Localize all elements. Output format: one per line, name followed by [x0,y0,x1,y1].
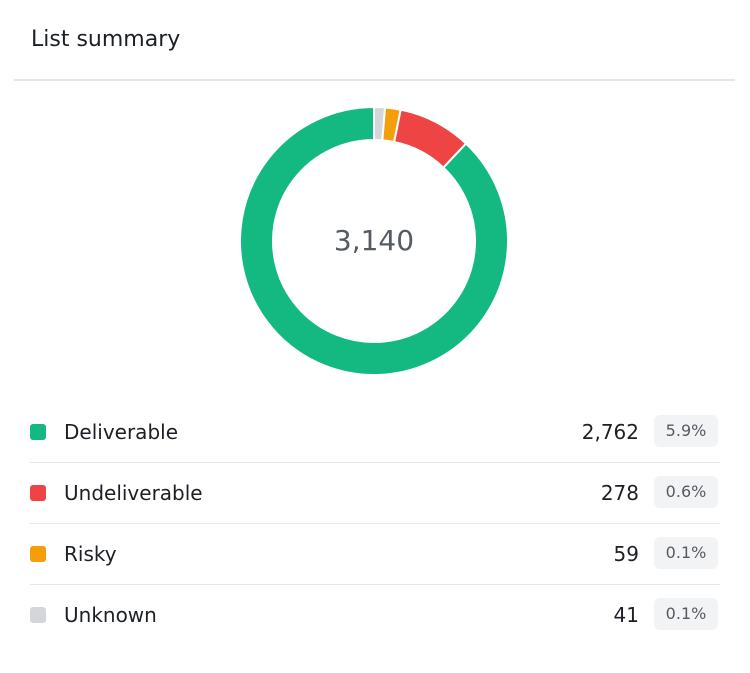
title-divider [14,79,735,81]
legend-count: 59 [613,542,639,566]
legend-row-unknown: Unknown 41 0.1% [30,585,720,645]
legend-row-undeliverable: Undeliverable 278 0.6% [30,463,720,524]
legend-swatch [30,485,46,501]
legend-swatch [30,607,46,623]
legend-row-risky: Risky 59 0.1% [30,524,720,585]
legend-label: Unknown [64,603,157,627]
donut-chart: 3,140 [240,107,508,375]
legend-list: Deliverable 2,762 5.9% Undeliverable 278… [30,402,720,645]
donut-svg [240,107,508,375]
legend-percent-badge: 5.9% [654,415,718,447]
legend-count: 41 [613,603,639,627]
legend-swatch [30,424,46,440]
legend-count: 2,762 [581,420,639,444]
card-title: List summary [31,27,181,52]
donut-slice-deliverable [240,107,508,375]
donut-slice-unknown [373,107,387,142]
legend-row-deliverable: Deliverable 2,762 5.9% [30,402,720,463]
legend-percent-badge: 0.6% [654,476,718,508]
legend-count: 278 [600,481,639,505]
legend-label: Deliverable [64,420,178,444]
donut-total-label: 3,140 [333,224,415,257]
legend-percent-badge: 0.1% [654,598,718,630]
legend-label: Risky [64,542,117,566]
legend-label: Undeliverable [64,481,203,505]
legend-percent-badge: 0.1% [654,537,718,569]
legend-swatch [30,546,46,562]
